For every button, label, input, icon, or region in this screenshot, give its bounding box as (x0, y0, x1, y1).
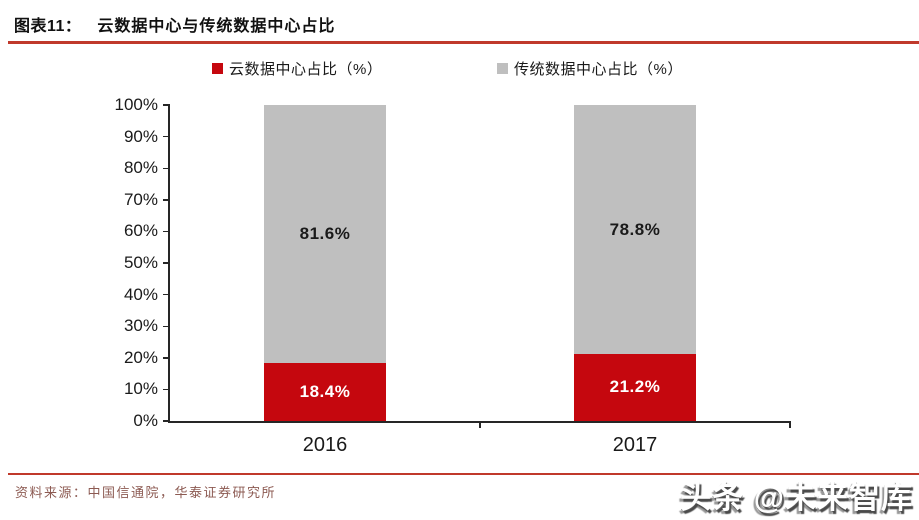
category-label: 2017 (612, 434, 658, 456)
legend-item-traditional: 传统数据中心占比（%） (497, 60, 683, 78)
category-label: 2016 (302, 434, 348, 456)
bar-segment: 78.8% (574, 105, 696, 354)
title-divider-rule (8, 41, 919, 44)
y-axis-label: 50% (123, 253, 158, 272)
legend-label-cloud: 云数据中心占比（%） (229, 60, 383, 78)
figure-number-label: 图表11： (14, 18, 82, 35)
legend-swatch-cloud-icon (212, 62, 223, 74)
y-axis-tick (163, 230, 170, 233)
legend-label-traditional: 传统数据中心占比（%） (514, 60, 683, 78)
y-axis-tick (163, 325, 170, 327)
bar-segment: 18.4% (264, 362, 386, 421)
watermark: 头条 @未来智库 (680, 480, 913, 515)
y-axis-line (168, 104, 170, 423)
y-axis-tick (163, 262, 170, 264)
bar-value-label: 78.8% (609, 219, 661, 239)
y-axis-tick (163, 136, 170, 138)
bar-value-label: 21.2% (609, 377, 661, 397)
x-axis-tick (479, 421, 481, 428)
y-axis-tick (163, 104, 170, 106)
y-axis-label: 90% (123, 126, 158, 146)
legend-swatch-traditional-icon (497, 62, 508, 74)
y-axis-label: 10% (123, 379, 158, 399)
y-axis-label: 100% (114, 95, 158, 114)
y-axis-label: 60% (123, 221, 158, 241)
y-axis-label: 30% (123, 316, 158, 336)
y-axis-tick (163, 420, 170, 422)
y-axis-label: 70% (123, 189, 158, 209)
legend-item-cloud: 云数据中心占比（%） (212, 60, 383, 78)
y-axis-tick (163, 294, 170, 296)
x-axis-tick (789, 421, 791, 428)
source-note: 资料来源：中国信通院，华泰证券研究所 (15, 485, 277, 500)
bar-segment: 21.2% (574, 354, 696, 421)
bar-segment: 81.6% (264, 105, 386, 363)
y-axis-tick (163, 388, 170, 391)
figure-title: 云数据中心与传统数据中心占比 (97, 18, 336, 35)
y-axis-label: 80% (123, 158, 158, 178)
y-axis-label: 40% (123, 284, 158, 304)
bar-value-label: 81.6% (299, 223, 351, 243)
bar-value-label: 18.4% (299, 381, 351, 401)
y-axis-tick (163, 357, 170, 359)
y-axis-label: 20% (123, 347, 158, 367)
footer-divider-rule (8, 473, 919, 475)
x-axis-line (168, 421, 791, 423)
y-axis-label: 0% (133, 411, 158, 430)
y-axis-tick (163, 167, 170, 169)
y-axis-tick (163, 199, 170, 201)
figure-header: 图表11： 云数据中心与传统数据中心占比 (14, 12, 335, 36)
